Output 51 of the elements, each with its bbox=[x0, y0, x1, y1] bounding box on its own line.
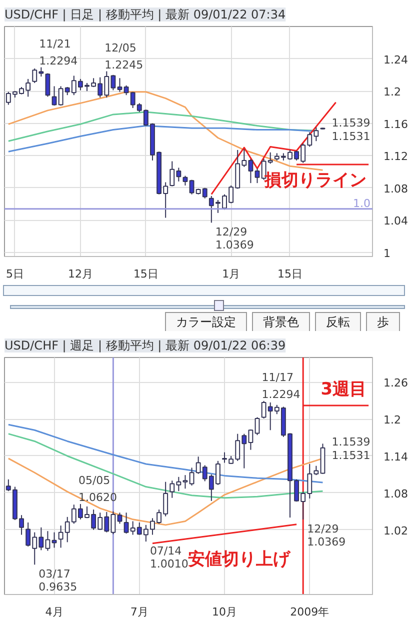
annotation: 1.1539 bbox=[332, 435, 370, 448]
annotation: 1.2245 bbox=[104, 58, 144, 72]
y-tick-label: 1.02 bbox=[384, 524, 408, 538]
x-tick-label: 1月 bbox=[222, 268, 240, 280]
y-tick-label: 1.16 bbox=[384, 118, 408, 131]
annotation: 3週目 bbox=[320, 380, 367, 400]
y-tick-label: 1.14 bbox=[384, 450, 408, 464]
annotation: 1.2294 bbox=[262, 388, 300, 401]
y-tick-label: 1.2 bbox=[384, 414, 401, 427]
annotation: 1.0 bbox=[353, 196, 371, 210]
y-tick-label: 1.24 bbox=[384, 53, 408, 66]
y-tick-label: 1.12 bbox=[384, 150, 408, 164]
annotation: 11/21 bbox=[39, 37, 71, 50]
text: カラー設定 bbox=[165, 312, 247, 334]
annotation: 12/29 bbox=[307, 522, 339, 536]
annotation: 1.0369 bbox=[215, 238, 254, 252]
annotation: 12/05 bbox=[104, 41, 136, 54]
x-tick-label: 12月 bbox=[68, 268, 93, 280]
x-tick-label: 15日 bbox=[277, 268, 302, 280]
annotation: 1.0620 bbox=[78, 491, 117, 504]
annotation: 損切りライン bbox=[264, 170, 367, 190]
annotation: 1.2294 bbox=[39, 54, 78, 68]
annotation: 1.0369 bbox=[307, 535, 346, 548]
x-tick-label: 7月 bbox=[130, 606, 148, 618]
annotation: 05/05 bbox=[78, 474, 110, 488]
x-tick-label: 2009年 bbox=[290, 606, 330, 618]
x-tick-label: 15日 bbox=[133, 268, 158, 280]
x-tick-label: 5日 bbox=[6, 268, 24, 280]
annotation: 1.0010 bbox=[150, 558, 188, 571]
annotation: 12/29 bbox=[215, 226, 248, 239]
x-tick-label: 10月 bbox=[212, 606, 238, 618]
text: 歩 bbox=[366, 312, 400, 334]
annotation: 1.1531 bbox=[332, 130, 370, 143]
y-tick-label: 1.2 bbox=[384, 86, 401, 99]
annotation: 安値切り上げ bbox=[188, 549, 291, 570]
annotation: 1.1531 bbox=[332, 448, 370, 462]
annotation: 07/14 bbox=[150, 544, 182, 558]
y-tick-label: 1 bbox=[384, 246, 390, 260]
annotation: 11/17 bbox=[262, 370, 294, 384]
text: 反転 bbox=[315, 312, 361, 334]
chart-title: USD/CHF | 日足 | 移動平均 | 最新 09/01/22 07:34 bbox=[4, 8, 286, 22]
annotation: 0.9635 bbox=[38, 580, 78, 594]
text: 背景色 bbox=[252, 312, 310, 334]
y-tick-label: 1.08 bbox=[384, 487, 408, 500]
y-tick-label: 1.08 bbox=[384, 182, 408, 196]
x-tick-label: 4月 bbox=[45, 606, 64, 618]
annotation: 03/17 bbox=[38, 568, 70, 581]
y-tick-label: 1.04 bbox=[384, 214, 408, 228]
annotation: 1.1539 bbox=[332, 116, 370, 130]
chart-title: USD/CHF | 週足 | 移動平均 | 最新 09/01/22 06:39 bbox=[4, 338, 286, 352]
y-tick-label: 1.26 bbox=[384, 376, 408, 390]
